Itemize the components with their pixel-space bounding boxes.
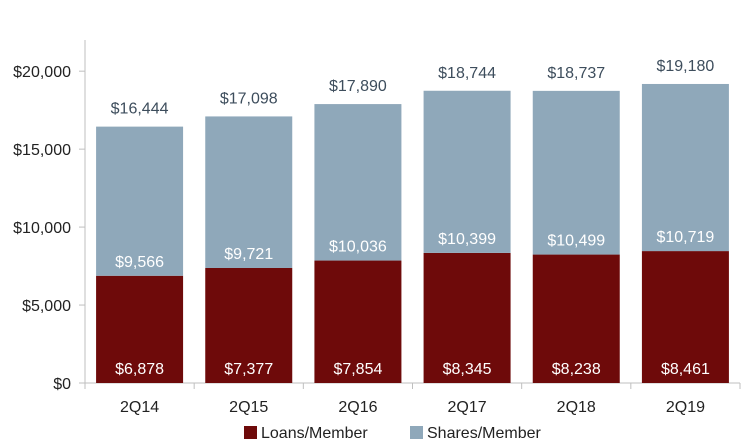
- bar-shares-2Q15: [205, 116, 293, 268]
- x-tick-label-2Q19: 2Q19: [666, 399, 705, 416]
- label-shares-2Q15: $9,721: [224, 246, 273, 263]
- bar-shares-2Q18: [532, 90, 620, 255]
- y-tick-label: $10,000: [13, 220, 71, 237]
- label-shares-2Q16: $10,036: [329, 239, 387, 256]
- x-tick-label-2Q14: 2Q14: [120, 399, 159, 416]
- x-tick-label-2Q18: 2Q18: [557, 399, 596, 416]
- label-total-2Q16: $17,890: [329, 78, 387, 95]
- label-loans-2Q15: $7,377: [224, 361, 273, 378]
- y-tick-label: $5,000: [22, 298, 71, 315]
- data-labels-group: $6,878 $9,566 $16,444 $7,377 $9,721 $17,098 $7…: [111, 58, 715, 378]
- bar-loans-2Q16: [314, 260, 402, 383]
- x-axis: 2Q14 2Q15 2Q16 2Q17 2Q18 2Q19: [84, 382, 741, 416]
- label-total-2Q15: $17,098: [220, 90, 278, 107]
- bar-shares-2Q16: [314, 104, 402, 261]
- bars-group: [96, 83, 729, 383]
- label-loans-2Q18: $8,238: [552, 361, 601, 378]
- x-tick-label-2Q17: 2Q17: [448, 399, 487, 416]
- bar-loans-2Q18: [532, 254, 620, 383]
- label-total-2Q19: $19,180: [656, 58, 714, 75]
- y-tick-label: $20,000: [13, 64, 71, 81]
- label-shares-2Q14: $9,566: [115, 254, 164, 271]
- bar-shares-2Q19: [641, 83, 729, 252]
- y-axis: $0 $5,000 $10,000 $15,000 $20,000: [13, 40, 86, 393]
- label-loans-2Q16: $7,854: [333, 361, 382, 378]
- legend-swatch-loans-member: [244, 426, 257, 439]
- bar-loans-2Q15: [205, 267, 293, 383]
- legend-swatch-shares-member: [410, 426, 423, 439]
- bar-loans-2Q14: [96, 275, 184, 383]
- y-tick-label: $0: [53, 376, 71, 393]
- label-shares-2Q19: $10,719: [656, 229, 714, 246]
- y-tick-label: $15,000: [13, 142, 71, 159]
- label-loans-2Q19: $8,461: [661, 361, 710, 378]
- label-total-2Q17: $18,744: [438, 65, 496, 82]
- bar-shares-2Q17: [423, 90, 511, 253]
- legend-label-shares-member: Shares/Member: [427, 425, 541, 442]
- label-loans-2Q14: $6,878: [115, 361, 164, 378]
- bar-shares-2Q14: [96, 126, 184, 276]
- label-total-2Q14: $16,444: [111, 101, 169, 118]
- label-loans-2Q17: $8,345: [443, 361, 492, 378]
- x-tick-label-2Q15: 2Q15: [229, 399, 268, 416]
- label-total-2Q18: $18,737: [547, 65, 605, 82]
- x-tick-label-2Q16: 2Q16: [338, 399, 377, 416]
- bar-loans-2Q17: [423, 252, 511, 383]
- bar-loans-2Q19: [641, 251, 729, 383]
- label-shares-2Q18: $10,499: [547, 233, 605, 250]
- legend-label-loans-member: Loans/Member: [261, 425, 368, 442]
- legend: Loans/Member Shares/Member: [244, 425, 541, 442]
- label-shares-2Q17: $10,399: [438, 231, 496, 248]
